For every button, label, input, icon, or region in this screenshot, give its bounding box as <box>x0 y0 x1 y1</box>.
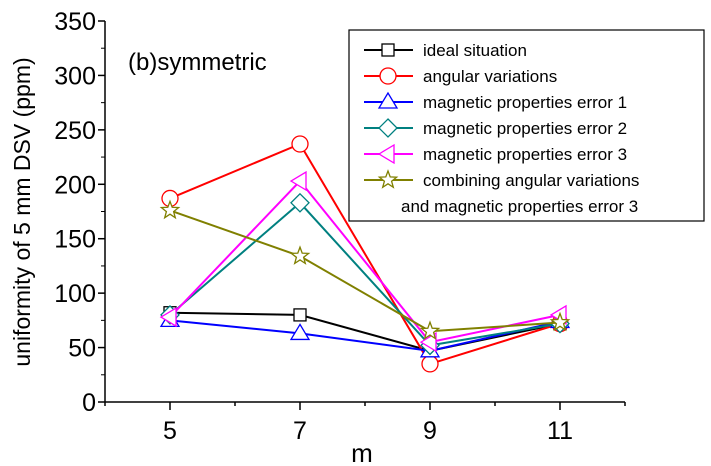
diamond-marker <box>290 192 310 213</box>
triangle-left-marker <box>419 331 437 353</box>
star-marker <box>377 169 399 189</box>
series-line <box>169 142 561 366</box>
y-tick-label: 350 <box>54 8 96 36</box>
circle-marker <box>421 355 439 373</box>
legend-label: magnetic properties error 3 <box>423 145 627 164</box>
legend-label: magnetic properties error 2 <box>423 119 627 138</box>
series-magnetic-properties-error-3 <box>159 170 567 353</box>
series-line <box>169 209 561 333</box>
y-tick-label: 250 <box>54 117 96 145</box>
legend-label: ideal situation <box>423 41 527 60</box>
star-marker <box>419 320 441 341</box>
y-tick-label: 300 <box>54 62 96 90</box>
x-axis-label: m <box>351 438 373 466</box>
star-marker <box>289 245 311 265</box>
series-combining-angular-variations <box>159 199 571 341</box>
y-tick-label: 50 <box>68 335 96 363</box>
circle-marker <box>291 135 309 153</box>
legend-label-line2: and magnetic properties error 3 <box>401 197 638 216</box>
y-tick-label: 0 <box>82 389 96 417</box>
series-magnetic-properties-error-1 <box>159 310 571 358</box>
legend-label: angular variations <box>423 67 557 86</box>
triangle-marker <box>377 91 399 109</box>
y-tick-label: 150 <box>54 226 96 254</box>
star-marker <box>549 311 571 332</box>
series-line <box>169 201 561 347</box>
x-tick-label: 7 <box>293 417 307 445</box>
legend-label: magnetic properties error 1 <box>423 93 627 112</box>
triangle-left-marker <box>377 143 395 165</box>
circle-marker <box>379 67 397 85</box>
series-line <box>169 311 561 352</box>
diamond-marker <box>378 118 398 138</box>
y-tick-label: 100 <box>54 280 96 308</box>
triangle-left-marker <box>289 170 307 192</box>
y-axis-label: uniformity of 5 mm DSV (ppm) <box>9 57 35 366</box>
series-line <box>169 179 561 344</box>
series-line <box>169 319 561 352</box>
triangle-left-marker <box>159 306 177 328</box>
triangle-marker <box>289 323 311 341</box>
x-tick-label: 11 <box>547 417 573 445</box>
y-tick-label: 200 <box>54 171 96 199</box>
x-tick-label: 9 <box>423 417 437 445</box>
square-marker <box>381 43 395 57</box>
x-tick-label: 5 <box>163 417 177 445</box>
legend-box <box>348 29 705 222</box>
chart-title: (b)symmetric <box>128 49 267 76</box>
legend-label: combining angular variations <box>423 171 639 190</box>
legend: ideal situation angular variations magneti… <box>348 29 705 222</box>
square-marker <box>293 308 307 322</box>
star-marker <box>159 199 181 220</box>
